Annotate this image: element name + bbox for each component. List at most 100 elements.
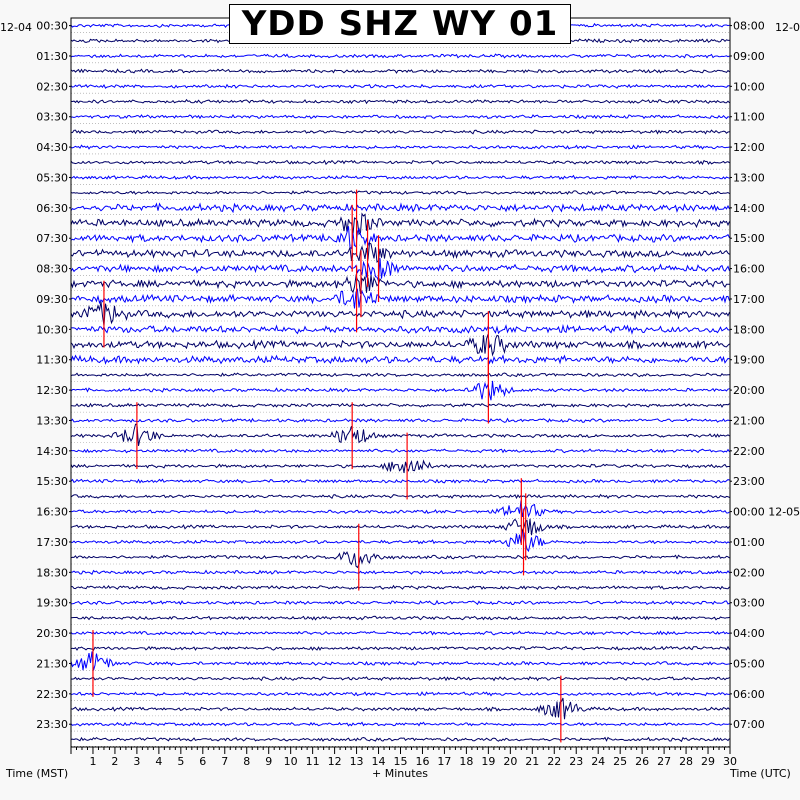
left-time-label: 01:30 xyxy=(36,50,68,63)
trace-line xyxy=(70,354,730,365)
left-time-label: 21:30 xyxy=(36,657,68,670)
left-axis-label: Time (MST) xyxy=(6,767,69,780)
x-tick-label: 18 xyxy=(459,755,473,768)
left-time-label: 15:30 xyxy=(36,475,68,488)
right-time-label: 09:00 xyxy=(733,50,765,63)
x-tick-label: 27 xyxy=(657,755,671,768)
trace-line xyxy=(70,531,730,553)
left-time-label: 06:30 xyxy=(36,202,68,215)
trace-line xyxy=(70,53,730,59)
trace-line xyxy=(70,518,730,536)
left-time-label: 10:30 xyxy=(36,323,68,336)
x-tick-label: 6 xyxy=(199,755,206,768)
trace-line xyxy=(70,459,730,473)
trace-line xyxy=(70,478,730,484)
trace-line xyxy=(70,423,730,447)
trace-line xyxy=(70,615,730,621)
right-time-label: 12:00 xyxy=(733,141,765,154)
x-tick-label: 13 xyxy=(350,755,364,768)
x-tick-label: 2 xyxy=(111,755,118,768)
trace-line xyxy=(70,274,730,295)
trace-line xyxy=(70,174,730,180)
left-start-date: 12-04 xyxy=(0,21,32,34)
right-time-label: 03:00 xyxy=(733,597,765,610)
x-tick-label: 10 xyxy=(284,755,298,768)
left-time-label: 04:30 xyxy=(36,141,68,154)
chart-title: YDD SHZ WY 01 xyxy=(229,4,571,44)
trace-line xyxy=(70,98,730,105)
trace-line xyxy=(70,372,730,378)
trace-line xyxy=(70,323,730,335)
x-tick-label: 23 xyxy=(569,755,583,768)
right-time-label: 13:00 xyxy=(733,171,765,184)
x-tick-label: 26 xyxy=(635,755,649,768)
left-time-label: 17:30 xyxy=(36,536,68,549)
x-tick-label: 1 xyxy=(89,755,96,768)
right-time-label: 08:00 xyxy=(733,20,765,33)
trace-line xyxy=(70,226,730,250)
right-time-label: 19:00 xyxy=(733,354,765,367)
left-time-label: 03:30 xyxy=(36,111,68,124)
x-tick-label: 22 xyxy=(547,755,561,768)
trace-line xyxy=(70,380,730,401)
x-tick-label: 17 xyxy=(437,755,451,768)
right-start-date: 12-04 xyxy=(775,21,800,34)
trace-line xyxy=(70,599,730,606)
left-time-label: 16:30 xyxy=(36,506,68,519)
x-tick-label: 8 xyxy=(243,755,250,768)
trace-line xyxy=(70,301,730,326)
trace-line xyxy=(70,159,730,166)
trace-line xyxy=(70,114,730,120)
trace-line xyxy=(70,202,730,214)
right-time-label: 07:00 xyxy=(733,718,765,731)
right-axis-label: Time (UTC) xyxy=(730,767,791,780)
trace-line xyxy=(70,691,730,697)
right-time-label: 01:00 xyxy=(733,536,765,549)
left-time-label: 19:30 xyxy=(36,597,68,610)
right-time-label: 20:00 xyxy=(733,384,765,397)
trace-line xyxy=(70,190,730,196)
trace-line xyxy=(70,402,730,408)
right-time-label: 06:00 xyxy=(733,688,765,701)
x-tick-label: 24 xyxy=(591,755,605,768)
left-time-label: 02:30 xyxy=(36,80,68,93)
x-tick-label: 14 xyxy=(372,755,386,768)
left-time-label: 00:30 xyxy=(36,20,68,33)
x-tick-label: 21 xyxy=(525,755,539,768)
trace-line xyxy=(70,630,730,636)
trace-line xyxy=(70,258,730,282)
left-time-label: 18:30 xyxy=(36,566,68,579)
left-time-label: 11:30 xyxy=(36,354,68,367)
trace-line xyxy=(70,676,730,682)
trace-line xyxy=(70,242,730,263)
left-time-label: 14:30 xyxy=(36,445,68,458)
right-time-label: 14:00 xyxy=(733,202,765,215)
x-tick-label: 20 xyxy=(503,755,517,768)
right-time-label: 23:00 xyxy=(733,475,765,488)
left-time-label: 08:30 xyxy=(36,263,68,276)
left-time-label: 05:30 xyxy=(36,171,68,184)
right-time-label: 15:00 xyxy=(733,232,765,245)
x-tick-label: 29 xyxy=(701,755,715,768)
x-tick-label: 3 xyxy=(133,755,140,768)
trace-line xyxy=(70,697,730,720)
x-tick-label: 25 xyxy=(613,755,627,768)
x-tick-label: 19 xyxy=(481,755,495,768)
right-time-label: 18:00 xyxy=(733,323,765,336)
trace-line xyxy=(70,83,730,89)
right-time-label: 02:00 xyxy=(733,566,765,579)
trace-line xyxy=(70,212,730,236)
x-tick-label: 4 xyxy=(155,755,162,768)
x-tick-label: 5 xyxy=(177,755,184,768)
left-time-label: 22:30 xyxy=(36,688,68,701)
x-tick-label: 30 xyxy=(723,755,737,768)
trace-line xyxy=(70,129,730,135)
right-time-label: 22:00 xyxy=(733,445,765,458)
trace-line xyxy=(70,68,730,74)
right-time-label: 17:00 xyxy=(733,293,765,306)
trace-line xyxy=(70,551,730,569)
trace-line xyxy=(70,651,730,671)
x-axis-label: + Minutes xyxy=(372,767,429,780)
right-time-label: 05:00 xyxy=(733,657,765,670)
